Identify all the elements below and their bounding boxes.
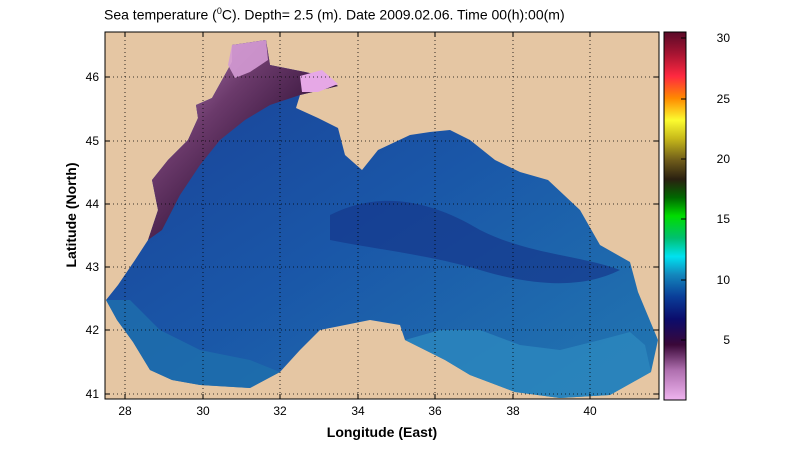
tick-marks xyxy=(105,32,659,399)
x-tick-label: 36 xyxy=(428,404,442,418)
x-tick-label: 40 xyxy=(583,404,597,418)
y-tick-label: 41 xyxy=(86,387,100,401)
y-tick-label: 44 xyxy=(86,197,100,211)
y-tick-label: 45 xyxy=(86,134,100,148)
y-tick-label: 43 xyxy=(86,260,100,274)
colorbar-tick-label: 30 xyxy=(717,31,731,45)
map-title: Sea temperature (0C). Depth= 2.5 (m). Da… xyxy=(104,6,664,23)
x-tick-label: 28 xyxy=(118,404,132,418)
plot-frame xyxy=(104,31,660,400)
colorbar-tick-label: 10 xyxy=(717,273,731,287)
colorbar xyxy=(663,31,687,401)
southern-warm-water xyxy=(405,330,651,398)
northwest-shelf-cold-water xyxy=(148,40,338,240)
colorbar-tick-label: 20 xyxy=(717,152,731,166)
colorbar-ticks xyxy=(681,37,686,341)
x-axis-label: Longitude (East) xyxy=(327,424,437,440)
x-tick-label: 34 xyxy=(351,404,365,418)
title-degree-sup: 0 xyxy=(216,6,222,16)
y-tick-label: 42 xyxy=(86,323,100,337)
x-tick-label: 38 xyxy=(506,404,520,418)
colorbar-tick-label: 15 xyxy=(717,212,731,226)
y-tick-label: 46 xyxy=(86,70,100,84)
x-tick-label: 30 xyxy=(196,404,210,418)
grid-lines xyxy=(105,32,659,399)
colorbar-tick-label: 25 xyxy=(717,92,731,106)
y-axis-label: Latitude (North) xyxy=(63,163,79,268)
central-cold-eddy xyxy=(330,200,620,284)
x-tick-label: 32 xyxy=(273,404,287,418)
western-coastal-water xyxy=(106,300,280,388)
coldest-nearshore-water xyxy=(300,70,338,92)
title-suffix: C). Depth= 2.5 (m). Date 2009.02.06. Tim… xyxy=(221,6,565,23)
danube-plume xyxy=(228,40,268,78)
colorbar-tick-label: 5 xyxy=(723,333,730,347)
title-prefix: Sea temperature ( xyxy=(104,6,217,23)
